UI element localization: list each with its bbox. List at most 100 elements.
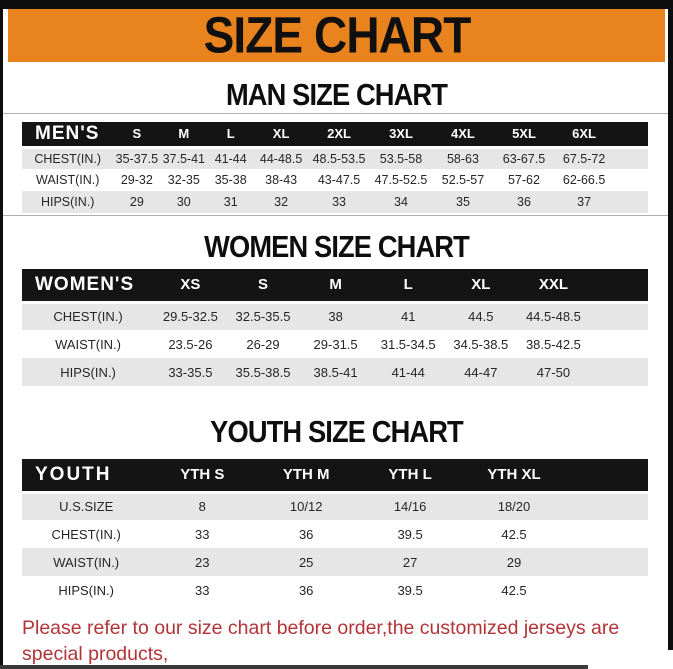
column-header: 5XL — [493, 122, 555, 149]
table-row: HIPS(IN.) 33-35.5 35.5-38.5 38.5-41 41-44 44-… — [22, 358, 648, 386]
table-row: CHEST(IN.) 33 36 39.5 42.5 — [22, 520, 648, 548]
row-label-cell: CHEST(IN.) — [51, 526, 121, 542]
table-cell: 38 — [299, 302, 372, 330]
table-cell: 32 — [254, 191, 309, 213]
column-header: 3XL — [370, 122, 432, 149]
table-cell: 8 — [150, 492, 255, 520]
table-cell: 35-37.5 — [113, 147, 161, 169]
table-cell: 23 — [150, 548, 255, 576]
column-header: 6XL — [554, 122, 615, 149]
row-label-cell: HIPS(IN.) — [22, 191, 114, 213]
table-cell: 29 — [462, 548, 566, 576]
row-label-cell: CHEST(IN.) — [22, 302, 155, 330]
table-cell: 10/12 — [254, 492, 359, 520]
row-label-cell: HIPS(IN.) — [22, 358, 155, 386]
row-label-cell: WAIST(IN.) — [35, 173, 100, 187]
table-cell: 38-43 — [265, 173, 298, 187]
youth-size-table: YOUTH YTH S YTH M YTH L YTH XL U.S.SIZE 8 10/12… — [22, 459, 648, 604]
table-cell: 29-32 — [120, 173, 153, 187]
table-cell: 52.5-57 — [441, 173, 485, 187]
table-cell: 23.5-26 — [168, 336, 213, 352]
table-cell — [614, 147, 648, 169]
table-cell: 36 — [493, 191, 555, 213]
table-cell: 33 — [195, 582, 210, 598]
man-size-title: MAN SIZE CHART — [225, 77, 448, 112]
column-header: 2XL — [308, 122, 370, 149]
table-cell: 31.5-34.5 — [380, 336, 436, 352]
table-header-row: YOUTH YTH S YTH M YTH L YTH XL — [22, 459, 648, 494]
youth-size-title: YOUTH SIZE CHART — [210, 414, 464, 449]
row-label-cell: WAIST(IN.) — [55, 336, 122, 352]
table-cell: 33 — [195, 526, 210, 542]
column-header: M — [299, 269, 372, 304]
table-title-cell: MEN'S — [22, 122, 114, 149]
row-label-cell: WAIST(IN.) — [22, 548, 151, 576]
table-cell: 34.5-38.5 — [453, 336, 509, 352]
table-cell — [565, 548, 648, 576]
table-cell — [614, 191, 648, 213]
page-title: SIZE CHART — [203, 9, 471, 62]
table-cell — [614, 169, 648, 191]
column-header: S — [113, 122, 161, 149]
column-header — [614, 122, 648, 149]
divider — [0, 113, 673, 114]
right-border — [668, 0, 673, 650]
table-row: U.S.SIZE 8 10/12 14/16 18/20 — [22, 492, 648, 520]
youth-size-section: YOUTH SIZE CHART YOUTH YTH S YTH M YTH L YTH… — [0, 386, 673, 604]
column-header: L — [207, 122, 255, 149]
table-cell: 42.5 — [501, 582, 527, 598]
table-cell: 34 — [370, 191, 432, 213]
table-cell: 38.5-41 — [299, 358, 372, 386]
table-row: CHEST(IN.) 29.5-32.5 32.5-35.5 38 41 44.5 44.5… — [22, 302, 648, 330]
table-cell: 42.5 — [501, 526, 527, 542]
table-cell: 41-44 — [207, 147, 255, 169]
table-cell: 14/16 — [358, 492, 463, 520]
table-cell: 18/20 — [462, 492, 566, 520]
man-size-table: MEN'S S M L XL 2XL 3XL 4XL 5XL 6XL CHEST(IN.) 35-37… — [22, 122, 648, 213]
table-cell: 36 — [298, 582, 314, 598]
table-cell: 44-47 — [444, 358, 518, 386]
row-label-cell: U.S.SIZE — [22, 492, 151, 520]
table-cell: 32.5-35.5 — [226, 302, 300, 330]
table-cell: 44.5-48.5 — [517, 302, 590, 330]
table-row: HIPS(IN.) 33 36 39.5 42.5 — [22, 576, 648, 604]
table-title-cell: WOMEN'S — [22, 269, 155, 304]
column-header: XS — [154, 269, 227, 304]
women-size-section: WOMEN SIZE CHART WOMEN'S XS S M L XL XXL CHEST(… — [0, 216, 673, 386]
table-row: CHEST(IN.) 35-37.5 37.5-41 41-44 44-48.5 48.5… — [22, 147, 648, 169]
table-cell — [589, 302, 648, 330]
table-cell: 62-66.5 — [562, 173, 606, 187]
table-cell: 39.5 — [397, 526, 423, 542]
banner: SIZE CHART — [8, 9, 665, 62]
table-cell: 31 — [207, 191, 255, 213]
table-cell: 37.5-41 — [160, 147, 208, 169]
table-cell — [589, 358, 648, 386]
table-cell: 41-44 — [371, 358, 445, 386]
table-row: HIPS(IN.) 29 30 31 32 33 34 35 36 37 — [22, 191, 648, 213]
table-cell: 35-38 — [214, 173, 247, 187]
table-row: WAIST(IN.) 23.5-26 26-29 29-31.5 31.5-34.5 34… — [22, 330, 648, 358]
row-label-cell: HIPS(IN.) — [58, 582, 114, 598]
table-cell: 38.5-42.5 — [525, 336, 581, 352]
column-header: YTH XL — [462, 459, 566, 494]
column-header: L — [371, 269, 445, 304]
column-header: XL — [444, 269, 518, 304]
table-cell: 37 — [554, 191, 615, 213]
women-size-table: WOMEN'S XS S M L XL XXL CHEST(IN.) 29.5-32.5 32.5… — [22, 269, 648, 386]
column-header: XXL — [517, 269, 590, 304]
table-cell: 29 — [113, 191, 161, 213]
table-cell: 41 — [371, 302, 445, 330]
table-title-cell: YOUTH — [22, 459, 151, 494]
table-cell: 27 — [358, 548, 463, 576]
table-cell: 35 — [431, 191, 494, 213]
table-cell: 39.5 — [397, 582, 423, 598]
table-cell: 44-48.5 — [254, 147, 309, 169]
column-header — [589, 269, 648, 304]
table-cell: 29-31.5 — [313, 336, 358, 352]
left-border — [0, 0, 3, 669]
table-cell: 33-35.5 — [154, 358, 227, 386]
column-header: YTH M — [254, 459, 359, 494]
column-header — [565, 459, 648, 494]
column-header: 4XL — [431, 122, 494, 149]
